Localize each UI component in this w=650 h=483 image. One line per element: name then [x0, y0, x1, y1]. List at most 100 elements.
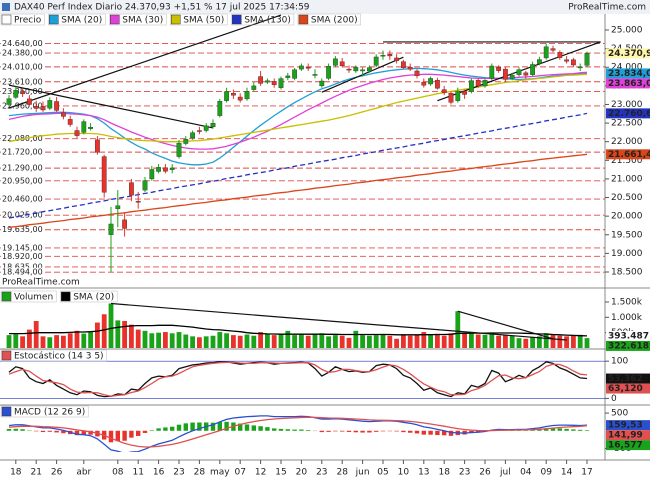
- level-label-bg: [1, 267, 44, 277]
- volume-bar: [564, 336, 569, 348]
- macd-histogram-bar: [326, 430, 331, 432]
- x-tick-label: 08: [112, 468, 124, 478]
- legend-label: SMA (130): [244, 16, 291, 26]
- candle-body: [543, 46, 549, 59]
- macd-histogram-bar: [183, 423, 188, 431]
- macd-histogram-bar: [353, 430, 358, 433]
- value-tag: [606, 430, 650, 441]
- macd-histogram-bar: [136, 430, 141, 436]
- legend-label: SMA (30): [122, 16, 163, 26]
- level-label-bg: [1, 262, 44, 272]
- x-tick-label: jun: [355, 468, 370, 478]
- candle-body: [299, 65, 304, 70]
- volume-bar: [333, 335, 338, 348]
- macd-histogram-bar: [142, 430, 148, 433]
- level-label-bg: [1, 251, 44, 261]
- value-tag-label: 23.834,00: [608, 69, 650, 79]
- legend-bg: [48, 13, 106, 26]
- y-tick-label: 25.000: [611, 26, 643, 36]
- x-tick-label: 26: [479, 468, 491, 478]
- indicator-line: [8, 361, 588, 397]
- x-tick-label: may: [210, 468, 230, 478]
- level-label-bg: [1, 210, 44, 220]
- candle-body: [169, 167, 175, 170]
- x-tick-label: 13: [418, 468, 429, 478]
- legend-swatch: [170, 14, 181, 25]
- volume-bar: [523, 338, 529, 348]
- candle-body: [319, 80, 325, 87]
- macd-histogram-bar: [251, 425, 256, 431]
- candle-body: [448, 93, 454, 103]
- value-tag-label: 63,120: [608, 384, 643, 394]
- macd-histogram-bar: [163, 427, 168, 431]
- title-icon: [2, 3, 10, 11]
- macd-histogram-bar: [170, 426, 175, 431]
- value-tag: [606, 373, 650, 384]
- candle-body: [61, 112, 66, 117]
- macd-histogram-bar: [265, 427, 270, 431]
- level-label: 23.610,00: [2, 77, 43, 86]
- candle-body: [278, 78, 284, 88]
- value-tag: [606, 149, 650, 160]
- candle-body: [550, 48, 556, 51]
- macd-histogram-bar: [34, 430, 39, 432]
- macd-histogram-bar: [217, 422, 222, 431]
- candle-body: [380, 55, 386, 57]
- macd-histogram-bar: [224, 421, 229, 431]
- x-tick-label: 23: [173, 468, 184, 478]
- volume-bar: [312, 334, 318, 348]
- candle-body: [475, 80, 481, 87]
- macd-histogram-bar: [435, 430, 440, 436]
- candle-body: [183, 139, 189, 144]
- candle-body: [244, 91, 250, 100]
- level-label: 20.950,00: [2, 176, 43, 185]
- legend-bg: [169, 13, 228, 26]
- macd-histogram-bar: [47, 430, 52, 432]
- volume-bar: [231, 335, 236, 348]
- value-tag: [606, 108, 650, 119]
- candle-body: [203, 125, 209, 131]
- y-tick-label: 1.000k: [611, 313, 643, 323]
- candle-body: [54, 101, 60, 111]
- legend-bg: [0, 290, 57, 303]
- candle-body: [115, 205, 121, 209]
- legend-swatch: [1, 406, 12, 417]
- macd-histogram-bar: [210, 422, 216, 431]
- volume-bar: [373, 335, 379, 348]
- volume-bar: [299, 333, 304, 348]
- legend-label: MACD (12 26 9): [14, 408, 85, 418]
- candle-body: [509, 74, 515, 79]
- macd-histogram-bar: [394, 430, 399, 432]
- x-tick-label: 09: [540, 468, 552, 478]
- macd-histogram-bar: [108, 430, 114, 443]
- legend-swatch: [49, 14, 59, 25]
- candle-body: [462, 91, 467, 95]
- candle-body: [489, 65, 495, 79]
- volume-bar: [550, 334, 556, 348]
- volume-bar: [40, 336, 46, 348]
- volume-bar: [237, 335, 243, 348]
- level-label: 19.635,00: [2, 225, 43, 234]
- candle-body: [516, 69, 522, 75]
- candle-body: [74, 130, 80, 136]
- macd-histogram-bar: [564, 428, 569, 431]
- macd-histogram-bar: [448, 430, 454, 436]
- candle-body: [557, 52, 563, 58]
- macd-histogram-bar: [285, 429, 290, 431]
- volume-bar: [176, 332, 182, 348]
- volume-bar: [54, 335, 59, 348]
- macd-line: [8, 416, 588, 448]
- volume-bar: [27, 329, 32, 348]
- candle-body: [13, 90, 19, 98]
- candle-body: [217, 101, 223, 116]
- value-tag-label: 322.618: [608, 341, 649, 351]
- level-label-bg: [1, 48, 44, 58]
- y-tick-label: 21.000: [611, 174, 643, 184]
- candle-body: [81, 121, 87, 133]
- x-tick-label: 05: [377, 468, 388, 478]
- volume-bar: [414, 334, 420, 348]
- candle-body: [537, 59, 542, 64]
- legend-label: SMA (20): [61, 16, 102, 26]
- candle-body: [292, 69, 297, 79]
- volume-bar: [360, 335, 365, 348]
